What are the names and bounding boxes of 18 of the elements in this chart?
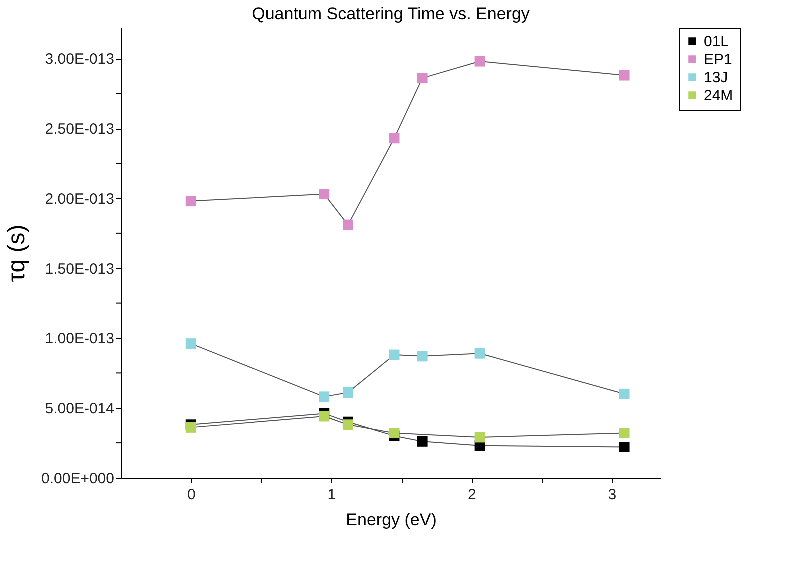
y-tick-label: 3.00E-013: [45, 51, 114, 68]
legend-label: EP1: [704, 52, 732, 68]
x-tick-label: 3: [608, 486, 617, 504]
x-tick-label: 0: [187, 486, 196, 504]
legend-label: 13J: [704, 70, 728, 86]
legend-label: 01L: [704, 34, 730, 50]
x-tick-label: 1: [328, 486, 336, 504]
legend-label: 24M: [704, 88, 734, 104]
y-tick-label: 2.50E-013: [45, 121, 114, 138]
y-tick-label: 0.00E+000: [42, 470, 114, 488]
chart-title: Quantum Scattering Time vs. Energy: [252, 4, 530, 24]
y-axis-title: τq (s): [4, 224, 31, 282]
y-tick-label: 2.00E-013: [45, 190, 114, 208]
y-tick-label: 1.00E-013: [45, 330, 114, 348]
x-axis-title: Energy (eV): [346, 510, 437, 530]
y-tick-label: 5.00E-014: [45, 400, 114, 418]
y-tick-label: 1.50E-013: [45, 260, 114, 278]
x-tick-label: 2: [468, 486, 476, 504]
